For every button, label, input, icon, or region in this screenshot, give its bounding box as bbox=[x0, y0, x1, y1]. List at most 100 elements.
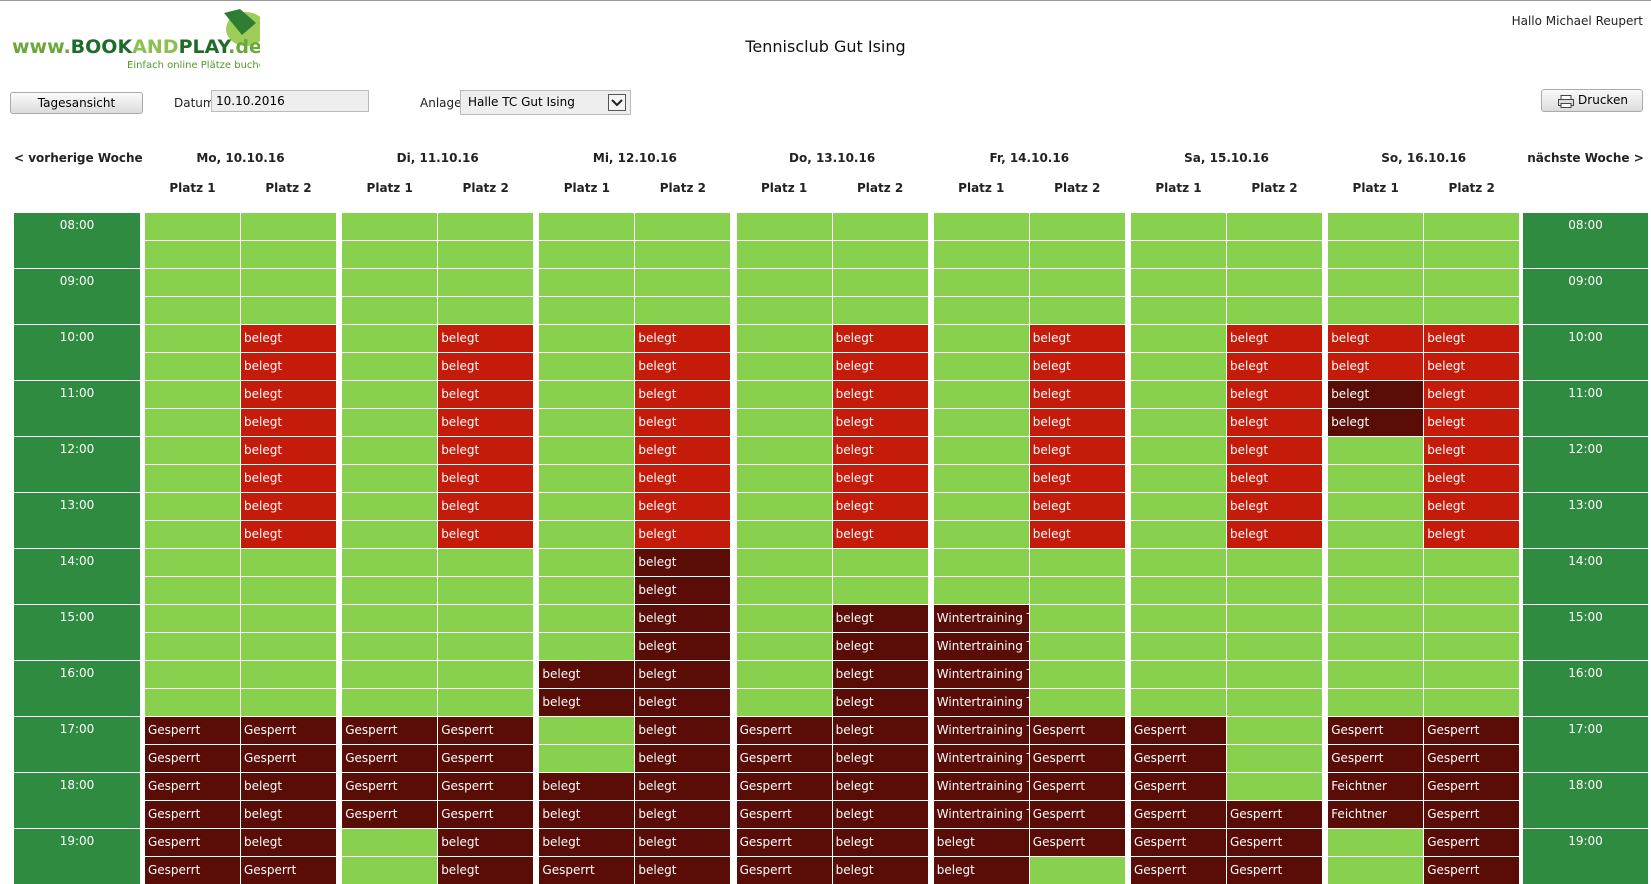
slot[interactable] bbox=[241, 241, 336, 268]
slot[interactable]: belegt bbox=[1227, 437, 1322, 464]
slot[interactable]: Gesperrt bbox=[736, 745, 832, 772]
slot[interactable] bbox=[1029, 577, 1125, 604]
slot[interactable]: belegt bbox=[1029, 493, 1125, 520]
date-input[interactable]: 10.10.2016 bbox=[211, 90, 369, 112]
slot[interactable]: belegt bbox=[635, 605, 731, 632]
slot[interactable] bbox=[1029, 549, 1125, 576]
slot[interactable] bbox=[145, 689, 240, 716]
slot[interactable] bbox=[1029, 241, 1125, 268]
slot[interactable] bbox=[539, 213, 635, 240]
slot[interactable]: belegt bbox=[1424, 521, 1520, 548]
print-button[interactable]: Drucken bbox=[1541, 89, 1643, 112]
slot[interactable] bbox=[1131, 297, 1226, 324]
slot[interactable] bbox=[145, 661, 240, 688]
slot[interactable] bbox=[539, 717, 635, 744]
slot[interactable]: belegt bbox=[933, 829, 1029, 856]
slot[interactable] bbox=[1424, 297, 1520, 324]
slot[interactable] bbox=[1328, 521, 1424, 548]
slot[interactable] bbox=[1131, 689, 1226, 716]
slot[interactable] bbox=[1328, 437, 1424, 464]
slot[interactable] bbox=[438, 297, 534, 324]
slot[interactable] bbox=[1227, 745, 1322, 772]
slot[interactable] bbox=[539, 633, 635, 660]
slot[interactable] bbox=[539, 605, 635, 632]
day-view-button[interactable]: Tagesansicht bbox=[10, 92, 143, 114]
slot[interactable]: belegt bbox=[539, 661, 635, 688]
slot[interactable]: Gesperrt bbox=[1424, 745, 1520, 772]
slot[interactable] bbox=[933, 577, 1029, 604]
slot[interactable]: belegt bbox=[1227, 409, 1322, 436]
slot[interactable]: Wintertraining T... bbox=[933, 689, 1029, 716]
slot[interactable] bbox=[933, 297, 1029, 324]
slot[interactable] bbox=[1227, 661, 1322, 688]
slot[interactable] bbox=[1328, 241, 1424, 268]
slot[interactable]: Gesperrt bbox=[342, 773, 438, 800]
slot[interactable] bbox=[539, 297, 635, 324]
slot[interactable]: Gesperrt bbox=[539, 857, 635, 884]
slot[interactable] bbox=[438, 549, 534, 576]
slot[interactable]: belegt bbox=[241, 437, 336, 464]
slot[interactable] bbox=[342, 549, 438, 576]
slot[interactable]: belegt bbox=[832, 325, 928, 352]
slot[interactable] bbox=[832, 241, 928, 268]
slot[interactable]: belegt bbox=[832, 493, 928, 520]
slot[interactable]: belegt bbox=[1029, 325, 1125, 352]
slot[interactable] bbox=[342, 409, 438, 436]
slot[interactable] bbox=[145, 241, 240, 268]
slot[interactable]: belegt bbox=[438, 829, 534, 856]
slot[interactable]: Wintertraining T... bbox=[933, 717, 1029, 744]
slot[interactable]: Gesperrt bbox=[1424, 773, 1520, 800]
slot[interactable] bbox=[736, 437, 832, 464]
slot[interactable] bbox=[438, 605, 534, 632]
slot[interactable]: belegt bbox=[635, 745, 731, 772]
prev-week[interactable]: < vorherige Woche bbox=[14, 151, 143, 165]
slot[interactable] bbox=[736, 241, 832, 268]
slot[interactable] bbox=[1328, 829, 1424, 856]
slot[interactable] bbox=[1131, 521, 1226, 548]
slot[interactable] bbox=[1424, 241, 1520, 268]
slot[interactable] bbox=[736, 577, 832, 604]
slot[interactable]: belegt bbox=[438, 857, 534, 884]
slot[interactable] bbox=[342, 353, 438, 380]
slot[interactable]: belegt bbox=[635, 717, 731, 744]
slot[interactable]: belegt bbox=[1029, 521, 1125, 548]
slot[interactable]: belegt bbox=[832, 465, 928, 492]
slot[interactable]: Gesperrt bbox=[145, 773, 240, 800]
slot[interactable]: belegt bbox=[1029, 353, 1125, 380]
slot[interactable]: Gesperrt bbox=[145, 857, 240, 884]
next-week[interactable]: nächste Woche > bbox=[1527, 151, 1644, 165]
slot[interactable] bbox=[145, 325, 240, 352]
slot[interactable] bbox=[1424, 269, 1520, 296]
slot[interactable]: Gesperrt bbox=[1131, 773, 1226, 800]
slot[interactable] bbox=[1424, 213, 1520, 240]
slot[interactable]: Gesperrt bbox=[1328, 717, 1424, 744]
slot[interactable] bbox=[933, 325, 1029, 352]
slot[interactable] bbox=[1424, 605, 1520, 632]
slot[interactable]: Gesperrt bbox=[145, 801, 240, 828]
slot[interactable]: belegt bbox=[1227, 381, 1322, 408]
slot[interactable] bbox=[1424, 549, 1520, 576]
slot[interactable] bbox=[342, 521, 438, 548]
slot[interactable] bbox=[736, 297, 832, 324]
slot[interactable] bbox=[145, 633, 240, 660]
slot[interactable] bbox=[145, 493, 240, 520]
slot[interactable]: belegt bbox=[832, 689, 928, 716]
slot[interactable] bbox=[1328, 549, 1424, 576]
slot[interactable]: Gesperrt bbox=[736, 801, 832, 828]
slot[interactable] bbox=[933, 521, 1029, 548]
slot[interactable] bbox=[933, 549, 1029, 576]
slot[interactable] bbox=[1131, 465, 1226, 492]
slot[interactable] bbox=[241, 633, 336, 660]
slot[interactable] bbox=[1131, 381, 1226, 408]
slot[interactable] bbox=[832, 549, 928, 576]
slot[interactable]: Gesperrt bbox=[241, 745, 336, 772]
slot[interactable]: belegt bbox=[832, 409, 928, 436]
slot[interactable]: belegt bbox=[635, 801, 731, 828]
slot[interactable]: Gesperrt bbox=[342, 717, 438, 744]
slot[interactable] bbox=[539, 269, 635, 296]
slot[interactable] bbox=[1029, 633, 1125, 660]
slot[interactable]: Gesperrt bbox=[1424, 717, 1520, 744]
slot[interactable] bbox=[1328, 689, 1424, 716]
slot[interactable] bbox=[933, 465, 1029, 492]
slot[interactable]: belegt bbox=[832, 717, 928, 744]
